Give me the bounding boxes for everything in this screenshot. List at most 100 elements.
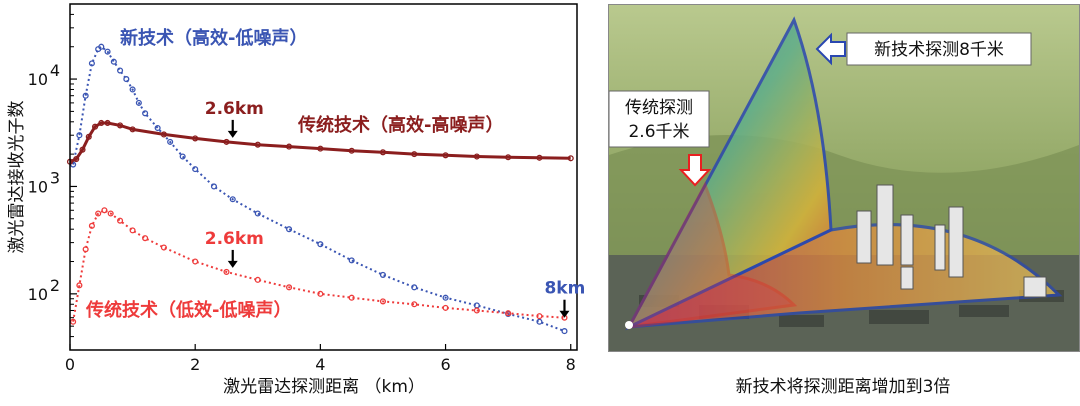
old-tech-callout: 传统探测 2.6千米 [609,90,712,187]
data-point [317,145,324,152]
annotation-arrow-head-icon [559,310,570,318]
data-point [160,131,167,138]
data-point [192,258,199,265]
x-tick-label: 6 [440,355,450,374]
lidar-scene-illustration: 新技术探测8千米 传统探测 2.6千米 [608,4,1080,352]
series-label-new-tech: 新技术（高效-低噪声） [120,27,307,49]
y-tick-exponent: 4 [50,61,60,80]
data-point [254,141,261,148]
data-point [379,298,387,305]
data-point [348,257,355,264]
x-tick-label: 0 [65,355,75,374]
annotation-arrow-head-icon [227,130,238,138]
data-point [88,60,95,67]
data-point [192,135,199,142]
y-tick-label: 10 [28,285,48,304]
data-point [123,76,130,83]
data-point [88,222,95,229]
x-tick-label: 8 [566,355,576,374]
y-tick-label: 10 [28,70,48,89]
y-axis-title: 激光雷达接收光子数 [7,101,27,254]
data-point [317,290,324,297]
new-tech-scan-fan [625,16,833,331]
data-point [254,210,261,217]
data-point [98,43,105,50]
old-tech-scan-sector [626,181,798,329]
y-tick-exponent: 2 [50,276,60,295]
new-tech-callout-text: 新技术探测8千米 [874,40,1004,60]
data-point [129,86,136,93]
data-point [286,143,293,150]
data-point [473,307,480,314]
data-point [286,226,293,233]
data-point [82,246,89,253]
data-point [505,154,512,161]
old-tech-arrow-icon [678,154,712,187]
y-tick-label: 10 [28,177,48,196]
annotation-arrow-head-icon [227,260,238,268]
data-point [536,154,543,161]
annotation-label: 2.6km [205,229,264,249]
data-point [154,124,161,132]
new-tech-arrow-icon [815,32,846,66]
data-point [117,122,124,129]
data-point [561,328,568,335]
data-point [223,138,230,145]
data-point [82,92,89,99]
data-point [76,132,83,139]
series-old-tech-high-noise [66,119,574,165]
data-point [91,123,99,130]
data-point [379,271,387,278]
data-point [85,133,92,140]
data-point [142,235,149,242]
new-tech-callout: 新技术探测8千米 [815,32,1032,66]
series-old-tech-low-noise [70,207,568,325]
x-axis-title: 激光雷达探测距离 （km） [223,377,425,397]
data-point [536,318,543,325]
y-tick-exponent: 3 [50,168,60,187]
data-point [192,166,199,173]
data-point [129,227,136,234]
data-point [411,284,418,291]
data-point [229,196,236,203]
data-point [142,110,149,117]
data-point [104,119,111,127]
series-line-new-tech [72,45,565,333]
data-point [317,241,324,248]
data-point [117,217,124,224]
plot-frame [69,3,578,351]
x-tick-label: 4 [315,355,325,374]
data-point [223,268,230,275]
data-point [135,99,142,106]
data-point [254,276,261,283]
lidar-source [625,321,633,329]
data-point [442,304,449,311]
data-point [411,301,418,308]
figure-caption: 新技术将探测距离增加到3倍 [735,377,951,397]
data-point [101,207,108,214]
x-tick-label: 2 [190,355,200,374]
data-point [167,138,174,145]
buildings [856,184,1047,298]
data-point [442,294,449,301]
data-point [76,282,83,289]
series-label-old-tech-high-noise: 传统技术（高效-高噪声） [297,114,503,136]
data-point [104,48,111,55]
series-label-old-tech-low-noise: 传统技术（低效-低噪声） [85,299,291,321]
data-point [95,210,102,217]
data-point [210,183,218,190]
data-point [505,310,512,317]
data-point [129,126,136,133]
data-point [117,67,124,74]
data-point [98,119,105,127]
series-line-old-tech-high-noise [69,121,571,164]
data-point [348,294,355,301]
data-point [110,58,117,65]
data-point [536,313,543,320]
data-point [411,151,418,158]
old-tech-callout-line2: 2.6千米 [628,122,689,142]
data-point [567,155,574,162]
data-point [442,152,449,159]
plot-area [66,43,574,335]
